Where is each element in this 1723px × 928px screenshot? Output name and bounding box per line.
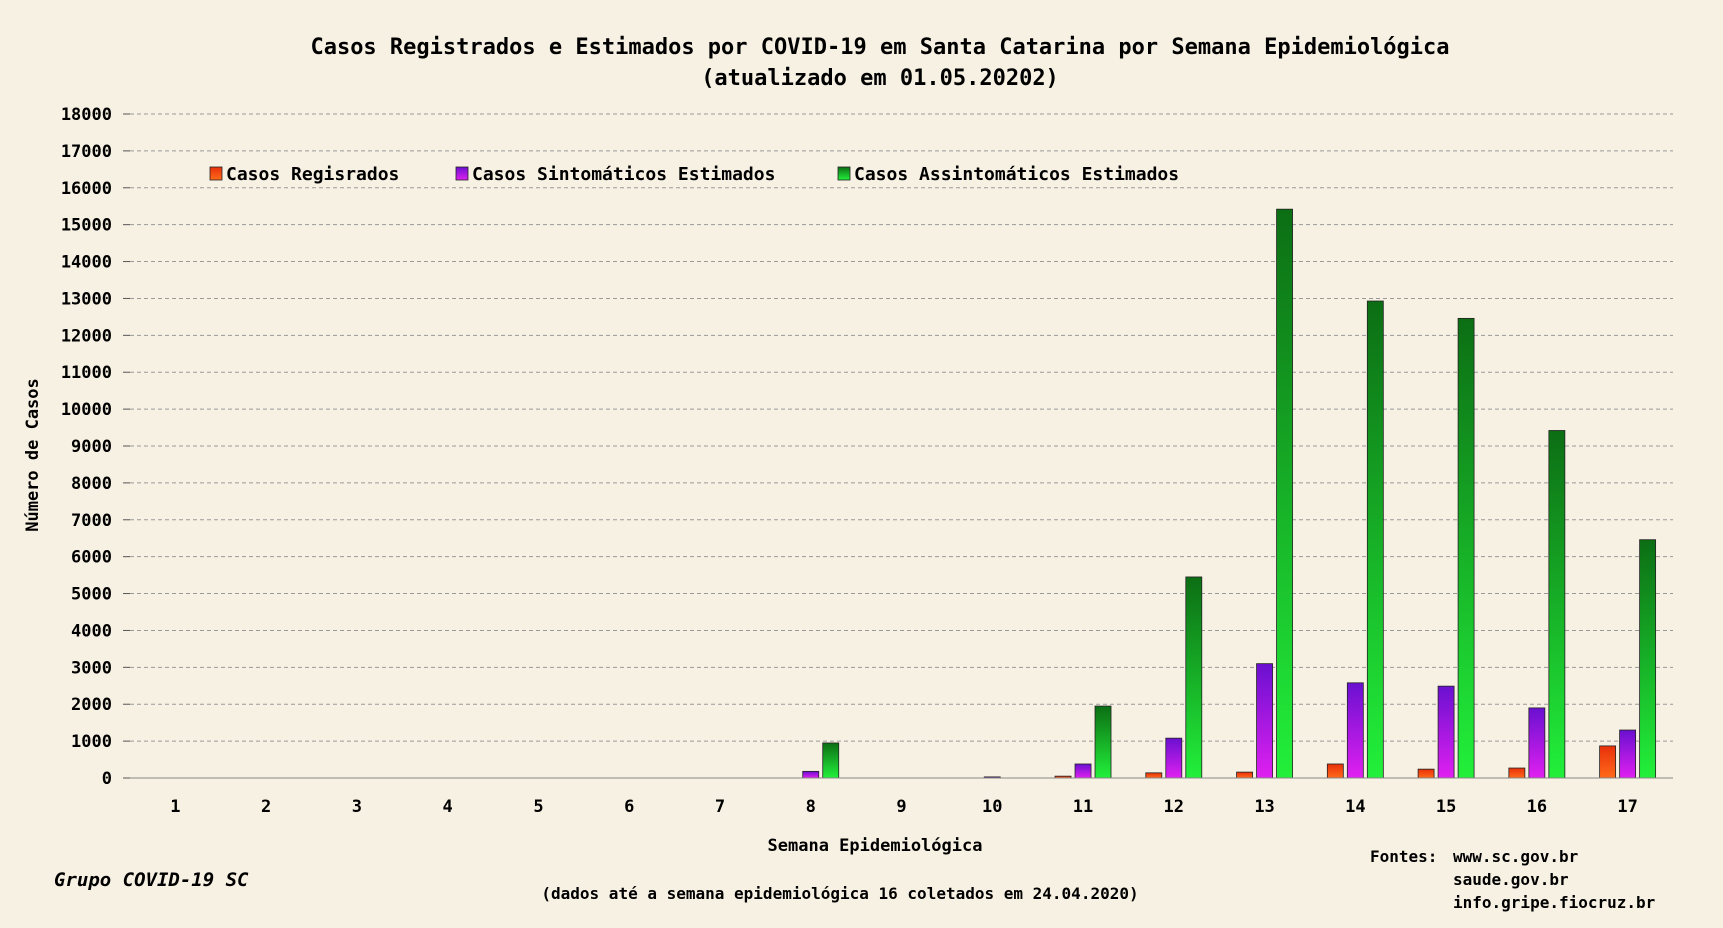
- author-label: Grupo COVID-19 SC: [54, 869, 249, 891]
- bar-series-2: [1074, 763, 1092, 779]
- y-tick-label: 3000: [71, 658, 112, 678]
- x-tick-label: 10: [982, 797, 1002, 817]
- bar-series-2: [1619, 729, 1637, 779]
- x-tick-label: 16: [1527, 797, 1547, 817]
- bar-series-3: [1457, 317, 1475, 779]
- x-tick-label: 14: [1345, 797, 1365, 817]
- legend-label: Casos Assintomáticos Estimados: [854, 164, 1179, 185]
- bar-series-1: [1326, 763, 1344, 779]
- x-tick-label: 6: [624, 797, 634, 817]
- legend-swatch: [209, 166, 223, 181]
- y-tick-label: 1000: [71, 732, 112, 752]
- legend-swatch: [837, 166, 851, 181]
- bar-series-1: [1599, 745, 1617, 779]
- y-tick-label: 4000: [71, 621, 112, 641]
- bar-series-3: [1366, 300, 1384, 779]
- bar-series-2: [1437, 685, 1455, 779]
- x-tick-label: 13: [1254, 797, 1274, 817]
- x-axis-ticks: 1 2 3 4 5 6 7 8 9 10 11 12 13 14 15 16 17: [170, 797, 1638, 817]
- y-tick-label: 5000: [71, 585, 112, 605]
- legend-label: Casos Sintomáticos Estimados: [472, 164, 775, 185]
- y-axis-label: Número de Casos: [23, 378, 43, 532]
- bar-series-2: [1346, 682, 1364, 779]
- y-tick-label: 15000: [61, 216, 112, 236]
- chart-title: Casos Registrados e Estimados por COVID-…: [310, 35, 1449, 60]
- legend-label: Casos Regisrados: [226, 164, 399, 185]
- bar-series-2: [1165, 737, 1183, 779]
- y-tick-label: 14000: [61, 253, 112, 273]
- y-tick-label: 0: [102, 769, 112, 789]
- chart-subtitle: (atualizado em 01.05.20202): [701, 66, 1059, 91]
- source-1: www.sc.gov.br: [1453, 847, 1578, 866]
- bar-series-3: [1094, 705, 1112, 779]
- bar-series-3: [1185, 576, 1203, 779]
- x-tick-label: 4: [443, 797, 453, 817]
- legend-swatch: [455, 166, 469, 181]
- y-tick-label: 13000: [61, 289, 112, 309]
- bar-series-1: [1417, 768, 1435, 779]
- bar-series-1: [1145, 772, 1163, 779]
- y-tick-label: 16000: [61, 179, 112, 199]
- y-tick-label: 6000: [71, 548, 112, 568]
- data-note: (dados até a semana epidemiológica 16 co…: [541, 884, 1138, 903]
- legend: Casos Regisrados Casos Sintomáticos Estim…: [209, 164, 1179, 185]
- x-tick-label: 7: [715, 797, 725, 817]
- x-tick-label: 2: [261, 797, 271, 817]
- x-tick-label: 8: [806, 797, 816, 817]
- x-tick-label: 9: [896, 797, 906, 817]
- bar-series-1: [1236, 771, 1253, 779]
- y-tick-label: 18000: [61, 105, 112, 125]
- bar-series-3: [822, 742, 840, 779]
- y-axis-ticks: 0 1000 2000 3000 4000 5000 6000 7000 8000 9000 100…: [61, 105, 130, 789]
- y-tick-label: 8000: [71, 474, 112, 494]
- x-tick-label: 12: [1164, 797, 1184, 817]
- x-tick-label: 1: [170, 797, 180, 817]
- bars: [802, 208, 1657, 779]
- bar-series-2: [1256, 663, 1273, 779]
- x-tick-label: 11: [1073, 797, 1093, 817]
- bar-series-3: [1276, 208, 1293, 779]
- sources-label: Fontes:: [1370, 847, 1437, 866]
- bar-series-2: [1528, 707, 1546, 779]
- source-3: info.gripe.fiocruz.br: [1453, 893, 1655, 912]
- y-tick-label: 11000: [61, 363, 112, 383]
- bar-series-1: [1508, 767, 1526, 779]
- bar-series-2: [802, 770, 820, 779]
- x-tick-label: 3: [352, 797, 362, 817]
- y-tick-label: 7000: [71, 511, 112, 531]
- x-tick-label: 15: [1436, 797, 1456, 817]
- y-tick-label: 9000: [71, 437, 112, 457]
- grid: [130, 113, 1673, 742]
- x-tick-label: 17: [1617, 797, 1637, 817]
- bar-series-3: [1548, 430, 1566, 779]
- y-tick-label: 17000: [61, 142, 112, 162]
- x-tick-label: 5: [533, 797, 543, 817]
- y-tick-label: 2000: [71, 695, 112, 715]
- x-axis-label: Semana Epidemiológica: [768, 836, 983, 856]
- bar-series-3: [1639, 539, 1657, 779]
- source-2: saude.gov.br: [1453, 870, 1569, 889]
- y-tick-label: 12000: [61, 326, 112, 346]
- y-tick-label: 10000: [61, 400, 112, 420]
